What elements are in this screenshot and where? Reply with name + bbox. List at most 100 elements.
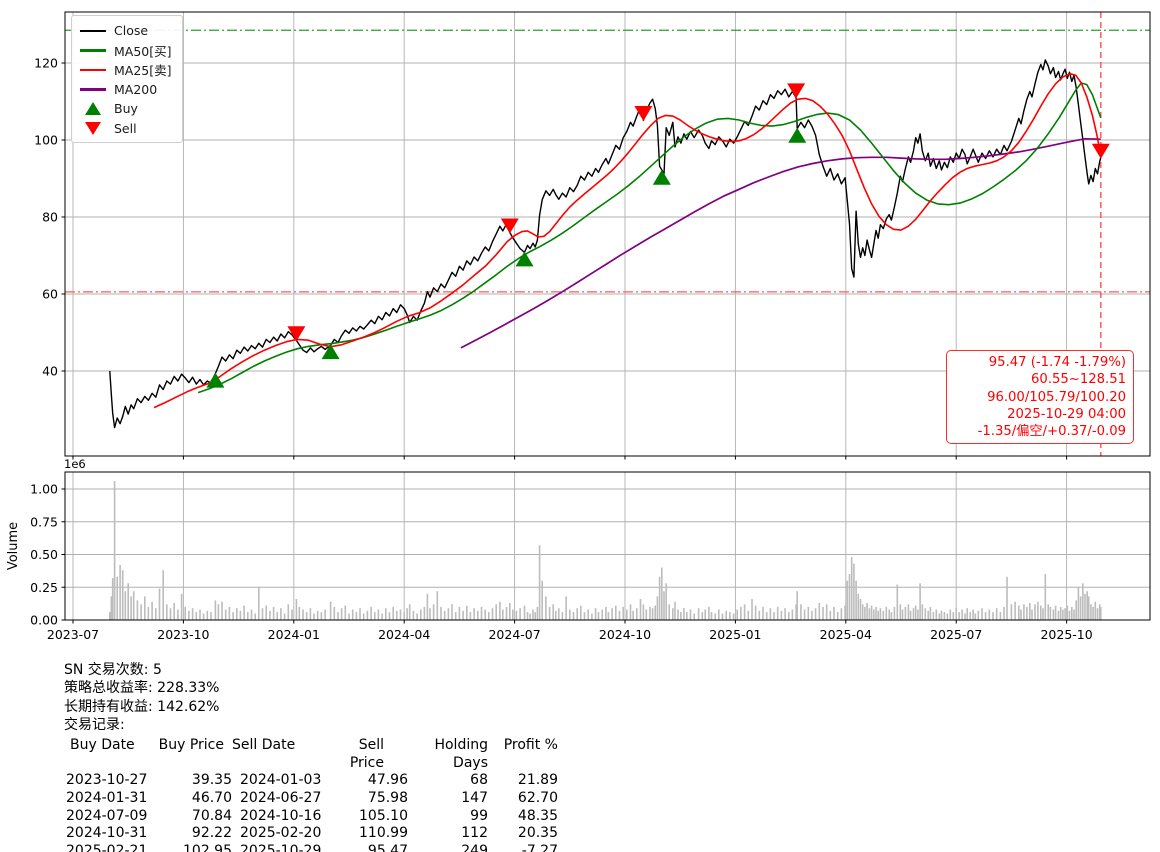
trade-cell: 105.10	[359, 807, 408, 824]
volume-bar	[416, 613, 418, 621]
volume-bar	[214, 600, 217, 620]
volume-bar	[272, 606, 275, 620]
volume-bar	[977, 610, 980, 620]
volume-bar	[992, 612, 994, 620]
volume-bar	[458, 606, 461, 620]
trade-cell: 2024-06-27	[240, 789, 322, 806]
volume-bar	[239, 610, 242, 620]
volume-bar	[1020, 609, 1022, 620]
ma200-line	[460, 137, 1101, 349]
sell-marker-icon	[500, 218, 519, 234]
trade-cell: 39.35	[191, 772, 232, 789]
volume-bar	[1006, 576, 1008, 620]
x-axis-tick-label: 2024-07	[488, 627, 540, 642]
volume-bar	[440, 606, 442, 620]
annotation-line: 2025-10-29 04:00	[1007, 406, 1126, 422]
x-axis-tick-label: 2024-01	[268, 627, 320, 642]
volume-bar	[466, 605, 468, 620]
trade-col-header: Buy Date	[70, 737, 135, 754]
volume-axis-tick-label: 0.50	[30, 547, 58, 562]
volume-bar	[952, 612, 955, 620]
volume-bar	[305, 612, 308, 620]
volume-bar	[629, 604, 632, 620]
volume-bar	[701, 612, 704, 620]
volume-bar	[958, 612, 960, 620]
volume-bar	[313, 613, 315, 621]
volume-bar	[408, 604, 411, 620]
x-axis-tick-label: 2024-10	[599, 627, 651, 642]
volume-bar	[359, 608, 361, 620]
trade-cell: 110.99	[359, 825, 408, 842]
volume-bar	[406, 608, 408, 620]
volume-bar	[879, 608, 882, 620]
volume-bar	[814, 608, 817, 620]
volume-bar	[443, 610, 446, 620]
volume-bar	[121, 570, 124, 620]
price-annotation-box: 95.47 (-1.74 -1.79%) 60.55~128.51 96.00/10…	[946, 350, 1134, 445]
volume-bar	[732, 613, 735, 621]
volume-bar	[392, 606, 394, 620]
volume-bar	[583, 612, 586, 620]
volume-bar	[195, 612, 198, 620]
volume-bar	[1049, 606, 1052, 620]
legend-item-ma25: MA25[卖]	[79, 60, 176, 80]
volume-bar	[221, 601, 223, 620]
volume-bar	[188, 610, 190, 620]
trade-cell: 2025-02-21	[66, 842, 148, 852]
sell-marker-icon	[287, 326, 306, 342]
y-axis-tick-label: 100	[34, 133, 58, 148]
volume-bar	[1100, 606, 1102, 620]
volume-bar	[836, 612, 839, 620]
volume-bar	[1087, 596, 1090, 620]
volume-bar	[924, 608, 927, 620]
volume-bar	[1068, 610, 1071, 620]
volume-bar	[850, 557, 853, 620]
volume-bar	[124, 591, 127, 620]
volume-bar	[904, 606, 907, 620]
volume-bar	[236, 608, 238, 620]
trade-col-header: Holding Days	[434, 737, 488, 771]
volume-bar	[261, 608, 264, 620]
volume-bar	[969, 612, 971, 620]
volume-bar	[710, 612, 713, 620]
volume-bar	[548, 606, 551, 620]
volume-bar	[853, 563, 855, 620]
volume-bar	[949, 609, 952, 620]
volume-bar	[344, 605, 347, 620]
trade-cell: 48.35	[517, 807, 558, 824]
volume-bar	[541, 580, 543, 620]
volume-bar	[740, 606, 742, 620]
volume-bar	[130, 596, 132, 620]
volume-bar	[366, 610, 369, 620]
volume-bar	[469, 612, 472, 620]
volume-bar	[1075, 600, 1077, 620]
volume-bar	[538, 545, 541, 620]
sell-marker-icon	[634, 106, 653, 122]
volume-bar	[519, 608, 521, 620]
annotation-line: -1.35/偏空/+0.37/-0.09	[977, 424, 1126, 440]
volume-bar	[283, 613, 286, 621]
volume-bar	[818, 603, 821, 620]
volume-bar	[890, 612, 893, 620]
volume-bar	[499, 601, 501, 620]
volume-bar	[109, 612, 111, 620]
volume-bar	[426, 593, 429, 620]
volume-bar	[1031, 609, 1033, 620]
legend-item-close: Close	[79, 21, 176, 41]
volume-bar	[899, 604, 902, 620]
trade-cell: 2024-10-31	[66, 825, 148, 842]
volume-bar	[961, 609, 963, 620]
volume-bar	[555, 610, 557, 620]
volume-bar	[848, 574, 851, 620]
volume-bar	[981, 608, 983, 620]
volume-bar	[403, 612, 405, 620]
volume-bar	[302, 609, 304, 620]
volume-bar	[495, 604, 497, 620]
volume-bar	[298, 606, 301, 620]
volume-axis-tick-label: 0.75	[30, 514, 58, 529]
volume-bar	[523, 605, 526, 620]
volume-bar	[1018, 605, 1020, 620]
volume-bar	[127, 583, 129, 620]
